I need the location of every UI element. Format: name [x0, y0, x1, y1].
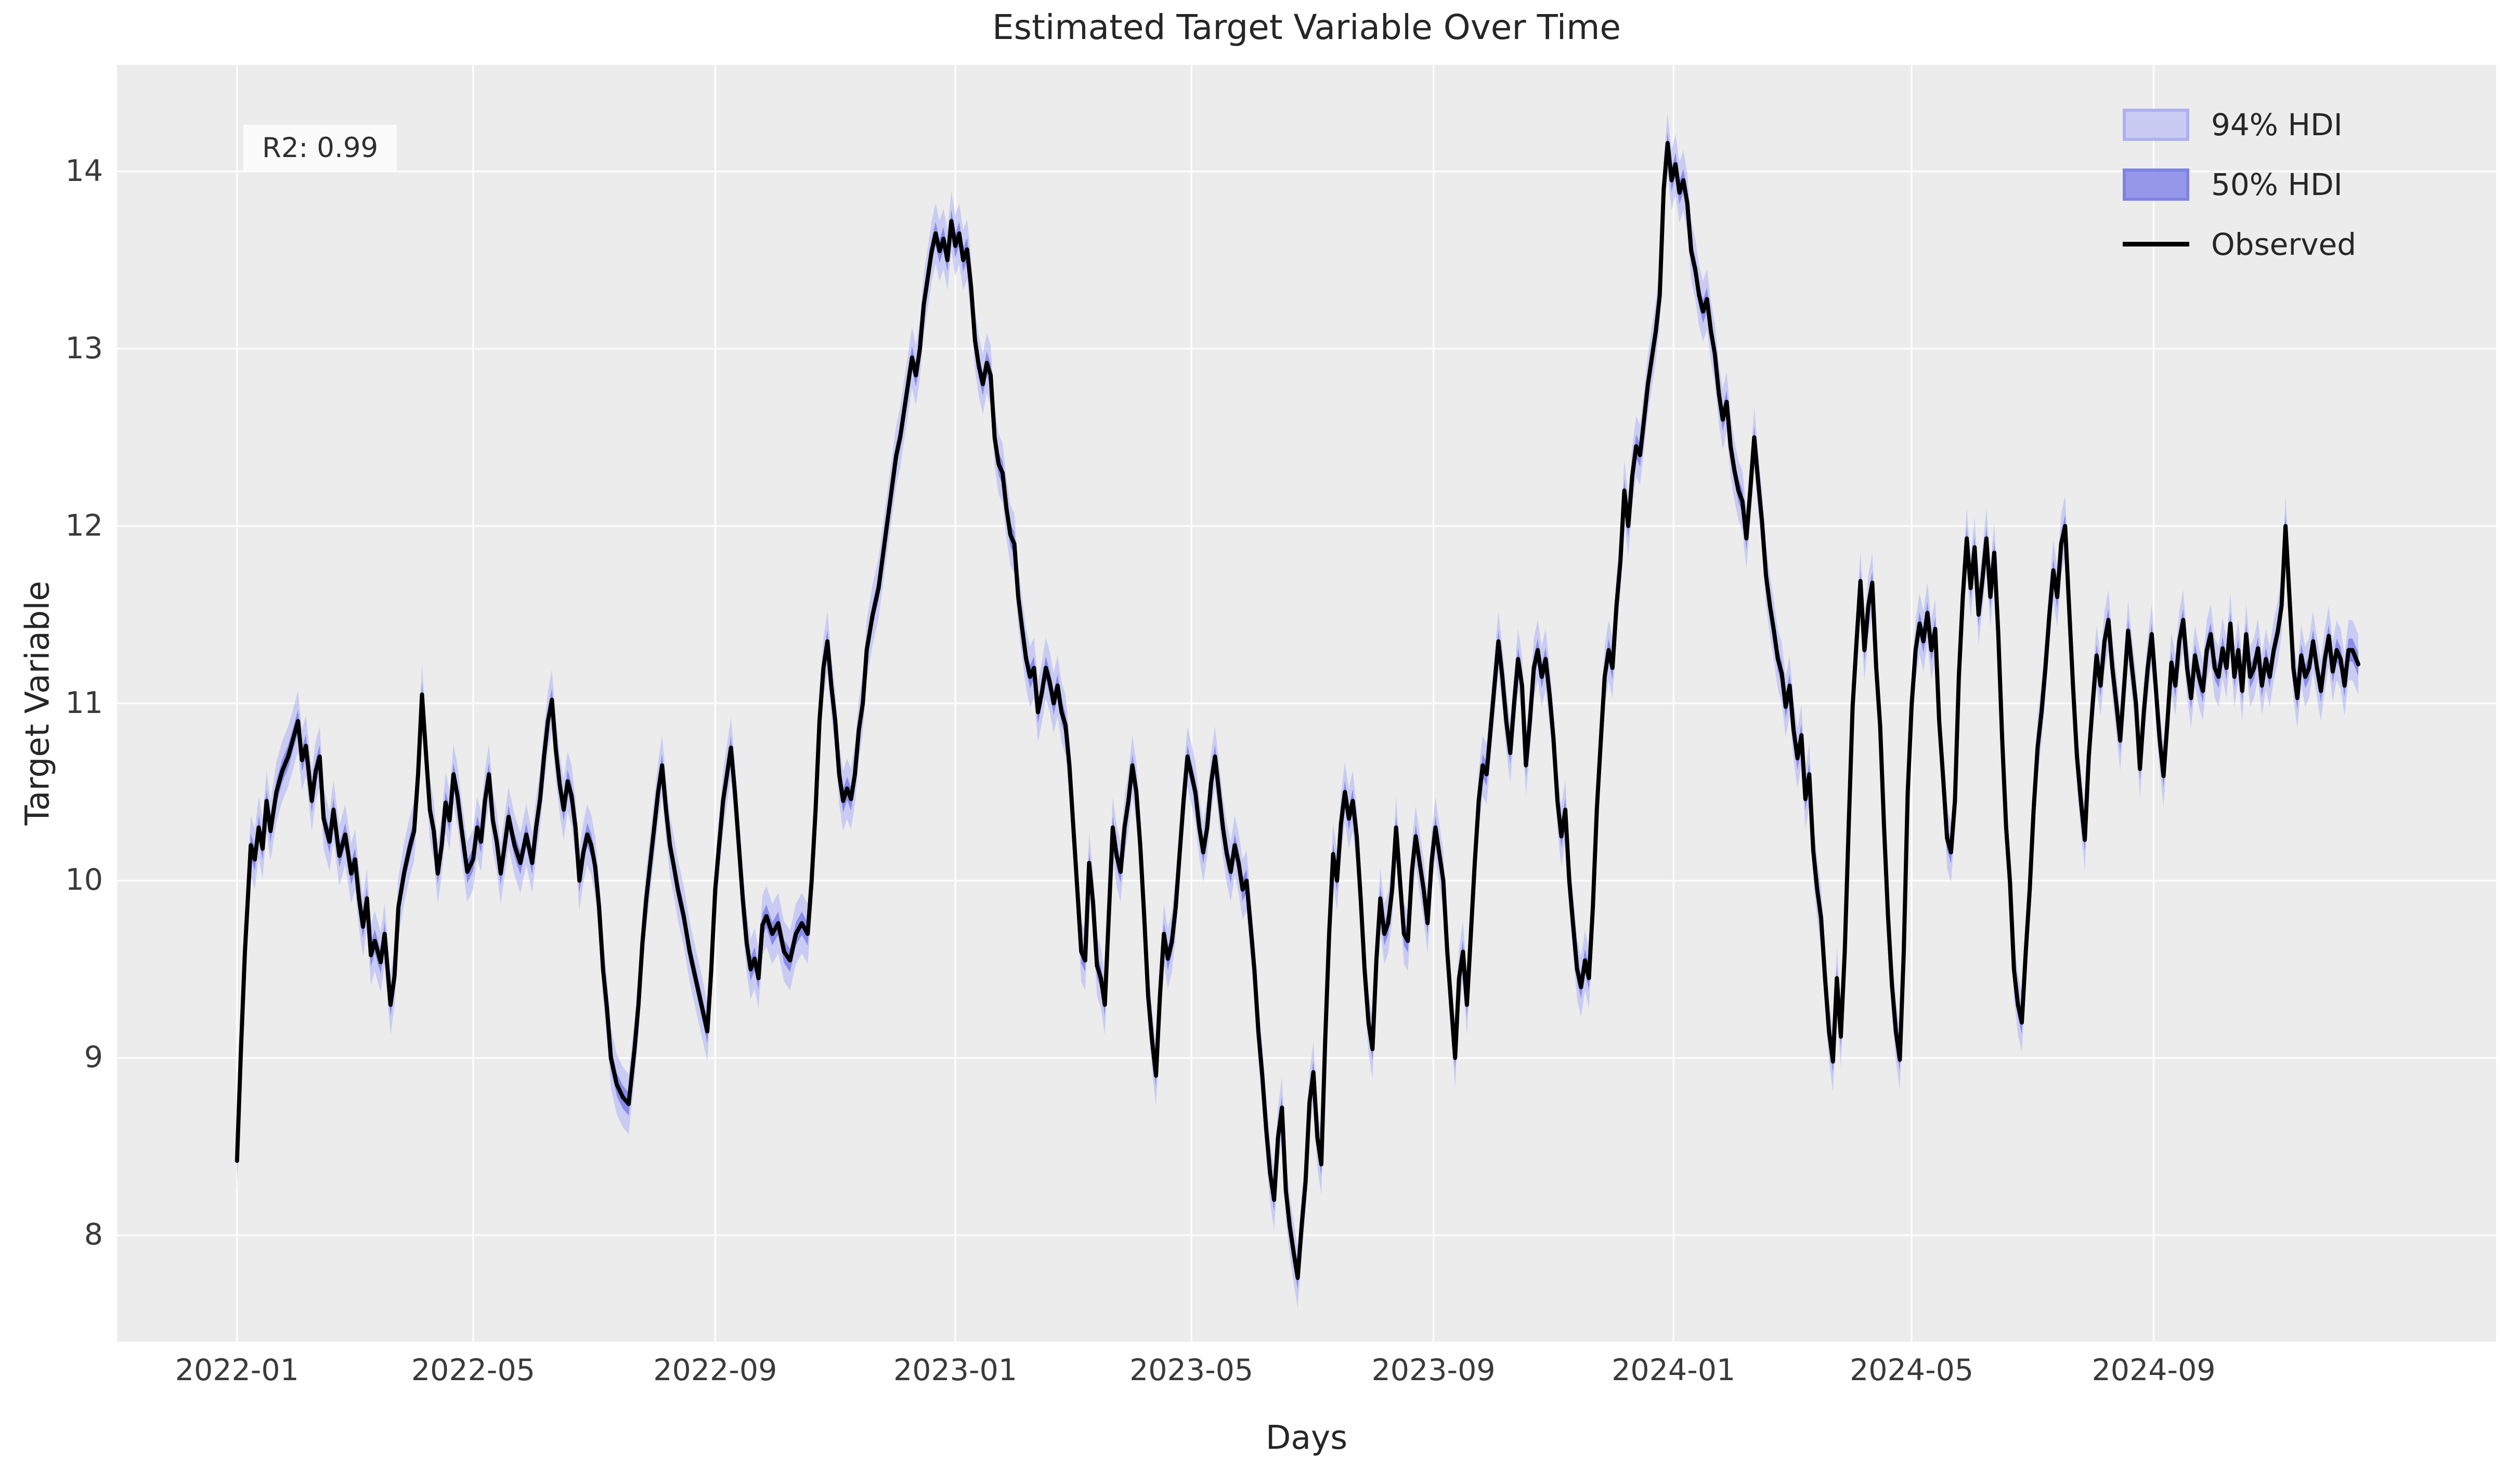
y-tick-label: 14: [65, 153, 103, 188]
x-tick-label: 2022-01: [175, 1353, 299, 1387]
x-tick-label: 2023-01: [893, 1353, 1018, 1387]
hdi-50-swatch-icon: [2123, 168, 2189, 201]
hdi-94-swatch-icon: [2123, 108, 2189, 141]
x-tick-label: 2023-09: [1371, 1353, 1496, 1387]
x-axis-label: Days: [1265, 1419, 1348, 1457]
x-tick-label: 2022-05: [411, 1353, 535, 1387]
y-tick-label: 13: [65, 331, 103, 366]
legend-item-50-hdi: 50% HDI: [2123, 154, 2356, 214]
x-tick-label: 2023-05: [1129, 1353, 1254, 1387]
r2-annotation: R2: 0.99: [243, 125, 397, 171]
y-tick-label: 10: [65, 863, 103, 898]
chart-title: Estimated Target Variable Over Time: [992, 7, 1621, 47]
legend-label: Observed: [2211, 226, 2357, 262]
observed-line: [235, 141, 2361, 1280]
x-tick-label: 2024-01: [1612, 1353, 1736, 1387]
legend-label: 94% HDI: [2211, 107, 2343, 142]
x-tick-label: 2022-09: [653, 1353, 777, 1387]
observed-line-swatch-icon: [2123, 242, 2189, 246]
legend-item-observed: Observed: [2123, 214, 2356, 274]
y-tick-label: 12: [65, 508, 103, 543]
legend-item-94-hdi: 94% HDI: [2123, 95, 2356, 154]
x-tick-label: 2024-05: [1850, 1353, 1974, 1387]
legend: 94% HDI 50% HDI Observed: [2123, 95, 2356, 274]
legend-label: 50% HDI: [2211, 166, 2343, 202]
y-tick-label: 9: [84, 1040, 103, 1075]
x-tick-label: 2024-09: [2092, 1353, 2216, 1387]
y-tick-label: 11: [65, 685, 103, 720]
y-tick-label: 8: [84, 1217, 103, 1252]
